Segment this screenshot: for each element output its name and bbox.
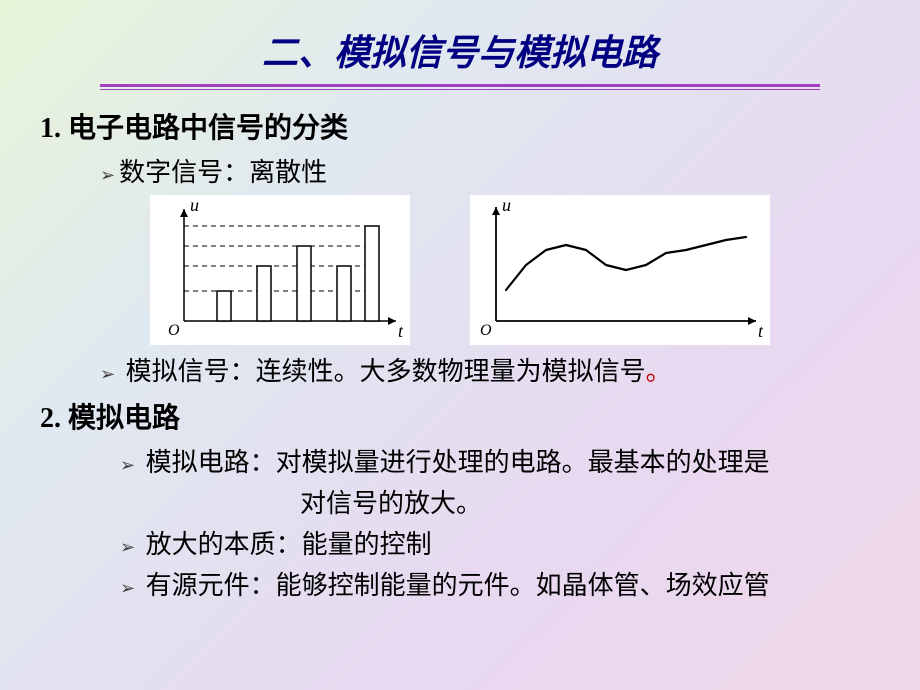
section1-text: 电子电路中信号的分类 [61,113,348,144]
chevron-icon: ➢ [120,537,135,557]
title-underline [100,84,820,90]
digital-signal-chart: u t O [150,195,410,345]
section2-heading: 2. 模拟电路 [40,396,880,436]
svg-text:t: t [398,321,404,341]
svg-text:O: O [480,322,492,339]
chevron-icon: ➢ [120,455,135,475]
content-area: 1. 电子电路中信号的分类 ➢数字信号：离散性 utO utO ➢ 模拟信号：连… [0,106,920,602]
bullet-active-device: ➢ 有源元件：能够控制能量的元件。如晶体管、场效应管 [120,565,880,602]
bullet-analog-circuit-cont: 对信号的放大。 [300,483,880,520]
chevron-icon: ➢ [100,364,115,384]
chevron-icon: ➢ [120,578,135,598]
bullet-amplify: ➢ 放大的本质：能量的控制 [120,524,880,561]
section1-number: 1. [40,113,61,144]
bullet-active-text: 有源元件：能够控制能量的元件。如晶体管、场效应管 [139,571,770,600]
bullet-circuit-text1: 模拟电路：对模拟量进行处理的电路。最基本的处理是 [139,448,770,477]
bullet-digital-signal: ➢数字信号：离散性 [100,152,880,189]
section2-text: 模拟电路 [61,403,180,434]
section2-number: 2. [40,403,61,434]
bullet-amplify-text: 放大的本质：能量的控制 [139,530,432,559]
charts-row: u t O u t O [40,195,880,345]
bullet-digital-text: 数字信号：离散性 [119,158,327,187]
bullet-analog-text: 模拟信号：连续性。大多数物理量为模拟信号 [119,357,646,386]
bullet-analog-signal: ➢ 模拟信号：连续性。大多数物理量为模拟信号。 [100,351,880,388]
red-period: 。 [646,357,672,386]
svg-text:u: u [190,195,199,215]
svg-text:O: O [168,322,180,339]
svg-text:u: u [502,195,511,215]
section1-heading: 1. 电子电路中信号的分类 [40,106,880,146]
chevron-icon: ➢ [100,165,115,185]
svg-text:t: t [758,321,764,341]
bullet-analog-circuit: ➢ 模拟电路：对模拟量进行处理的电路。最基本的处理是 [120,442,880,479]
slide-title: 二、模拟信号与模拟电路 [0,0,920,84]
analog-signal-chart: u t O [470,195,770,345]
